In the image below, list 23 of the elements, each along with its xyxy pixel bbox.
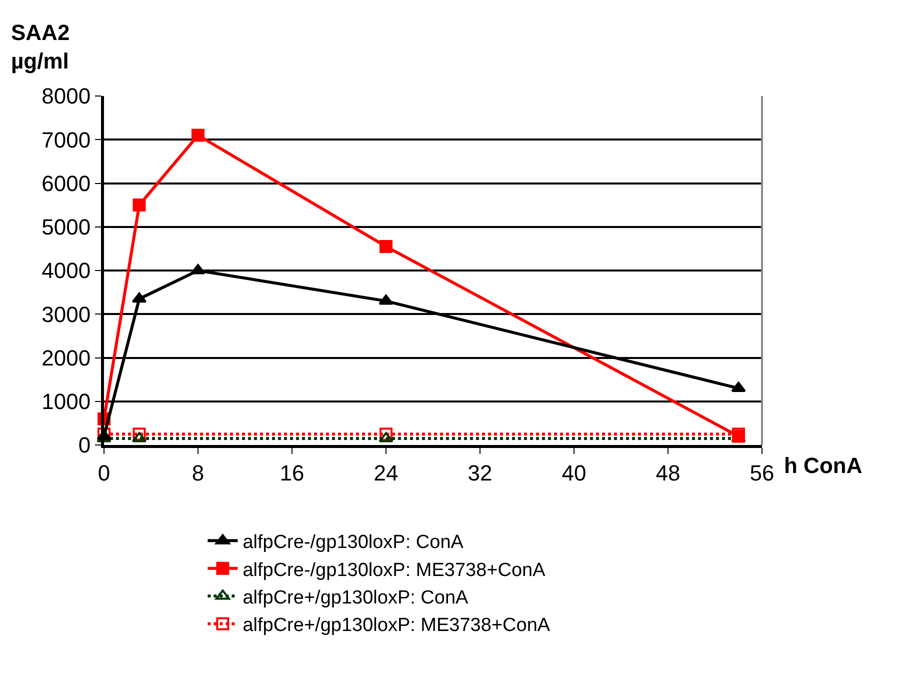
x-tick-label: 8	[192, 460, 204, 486]
y-tick-label: 3000	[42, 302, 91, 327]
y-tick-label: 4000	[42, 258, 91, 284]
y-tick-label: 6000	[42, 170, 91, 196]
x-tick-label: 40	[562, 460, 586, 486]
y-tick-label: 1000	[42, 389, 91, 414]
x-tick-label: 56	[750, 460, 774, 486]
x-tick-label: 0	[98, 460, 110, 486]
legend-label: alfpCre+/gp130loxP: ME3738+ConA	[242, 615, 550, 636]
y-tick-label: 5000	[42, 214, 91, 240]
legend-label: alfpCre-/gp130loxP: ME3738+ConA	[242, 560, 546, 581]
y-tick-label: 2000	[42, 345, 91, 370]
x-tick-label: 48	[656, 460, 680, 486]
y-tick-label: 0	[78, 432, 91, 458]
legend-label: alfpCre-/gp130loxP: ConA	[242, 532, 464, 554]
x-tick-label: 32	[468, 460, 492, 486]
x-tick-label: 16	[280, 460, 304, 486]
y-tick-label: 7000	[42, 127, 91, 152]
legend-label: alfpCre+/gp130loxP: ConA	[242, 587, 469, 608]
x-tick-label: 24	[374, 460, 398, 486]
x-axis-title: h ConA	[784, 453, 862, 478]
y-tick-label: 8000	[42, 84, 91, 109]
y-axis-title: SAA2 µg/ml	[11, 20, 70, 74]
